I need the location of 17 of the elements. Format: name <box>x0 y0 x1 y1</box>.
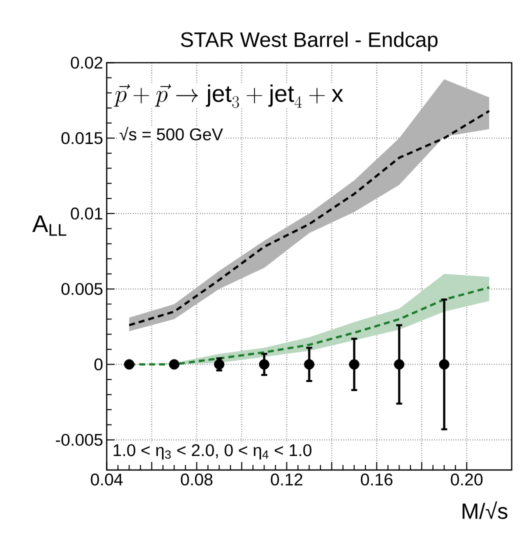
y-tick-label: 0.02 <box>70 56 102 69</box>
y-tick-label: -0.005 <box>56 434 102 446</box>
y-tick-label: 0 <box>94 358 103 370</box>
x-tick-label: 0.12 <box>270 474 302 486</box>
x-tick-label: 0.04 <box>90 474 123 486</box>
annotation: 1.0 < η$_{3}$ < 2.0, 0 < η$_{4}$ < 1.0 <box>114 444 312 460</box>
annotation: √s = 500 GeV <box>120 126 223 140</box>
y-axis-title: A$_{LL}$ <box>32 216 66 236</box>
x-tick-label: 0.20 <box>450 474 483 486</box>
y-tick-label: 0.01 <box>70 208 102 220</box>
x-tick-label: 0.16 <box>360 474 392 486</box>
annotation: $\vec{p}+\vec{p}\rightarrow \mathrm{jet}_{3}+\mathrm{jet}_{4}+\mathrm{x}$ <box>114 84 344 108</box>
y-tick-label: 0.005 <box>61 282 102 295</box>
y-tick-label: 0.015 <box>61 132 102 144</box>
x-axis-title: M/√s <box>462 501 508 519</box>
chart-title: STAR West Barrel - Endcap <box>180 32 438 52</box>
x-tick-label: 0.08 <box>180 474 212 486</box>
